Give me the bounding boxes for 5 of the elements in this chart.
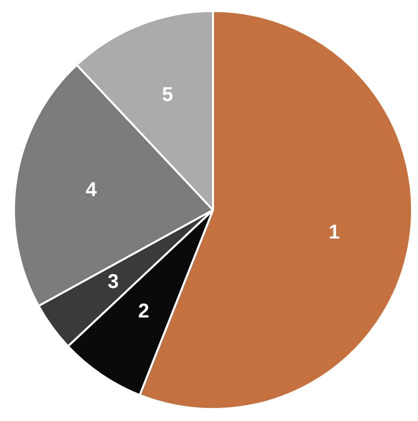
slice-label: 2 <box>138 300 150 323</box>
slice-label: 5 <box>162 84 174 106</box>
slice-label: 3 <box>108 271 119 294</box>
slice-label: 4 <box>86 179 98 202</box>
slice-label: 1 <box>328 222 340 244</box>
